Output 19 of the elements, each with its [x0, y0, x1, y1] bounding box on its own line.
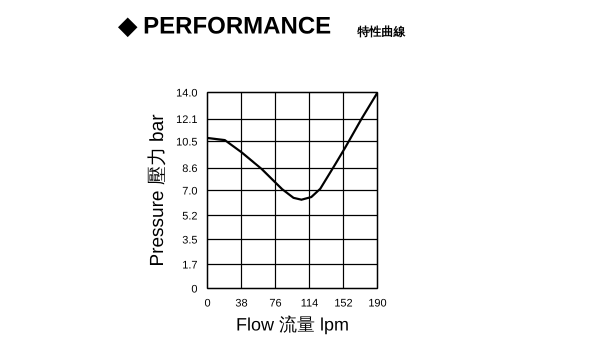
- y-tick-label: 14.0: [176, 88, 198, 100]
- y-tick-label: 3.5: [182, 234, 198, 246]
- x-axis-title: Flow 流量 lpm: [236, 314, 350, 334]
- y-tick-label: 10.5: [176, 136, 198, 148]
- y-tick-label: 8.6: [182, 163, 198, 176]
- y-tick-label: 7.0: [182, 186, 198, 198]
- x-tick-label: 0: [204, 298, 211, 310]
- x-tick-label: 76: [269, 298, 282, 310]
- y-tick-label: 1.7: [182, 260, 198, 272]
- y-tick-label: 0: [191, 284, 198, 296]
- chart-title: ◆ PERFORMANCE: [118, 12, 332, 40]
- y-tick-label: 12.1: [176, 114, 198, 126]
- x-tick-label: 114: [300, 298, 318, 310]
- x-tick-label: 190: [368, 298, 387, 310]
- chart-subtitle: 特性曲線: [356, 24, 406, 38]
- x-tick-label: 38: [235, 298, 248, 310]
- y-axis-title: Pressure 壓力 bar: [147, 114, 168, 267]
- y-tick-label: 5.2: [182, 210, 198, 223]
- x-tick-label: 152: [334, 298, 353, 310]
